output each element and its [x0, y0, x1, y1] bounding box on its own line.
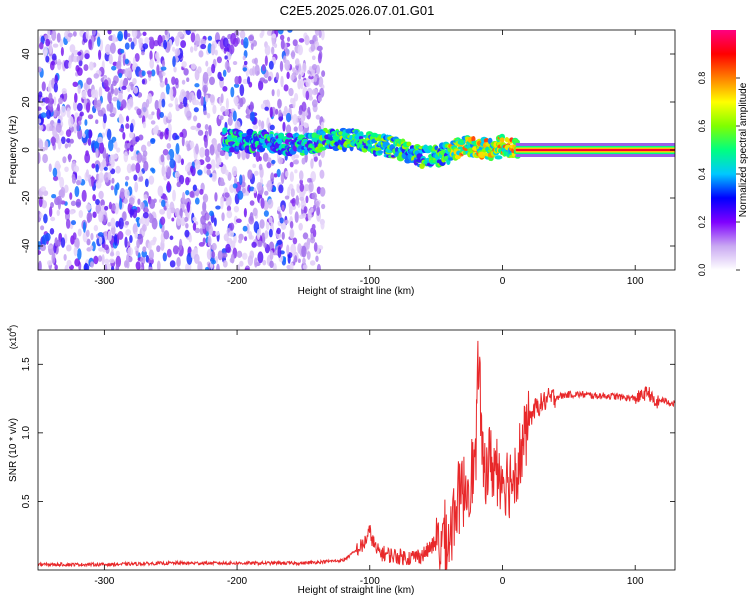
spectrogram-y-tick-label: 40 [21, 48, 32, 60]
svg-text:(x104): (x104) [7, 325, 18, 349]
spectrogram-y-tick-label: -20 [21, 190, 32, 205]
snr-y-tick-label: 1.0 [21, 425, 32, 439]
chart-title: C2E5.2025.026.07.01.G01 [280, 3, 435, 18]
colorbar-tick-label: 0.4 [697, 168, 707, 181]
spectrogram-x-tick-label: 100 [627, 276, 644, 287]
snr-y-axis-label: SNR (10 * v/v) [8, 418, 19, 482]
snr-series-line [38, 340, 675, 570]
snr-x-tick-label: 100 [627, 576, 644, 587]
spectrogram-y-axis-label: Frequency (Hz) [8, 116, 19, 185]
spectrogram-heatmap [38, 30, 675, 270]
spectrogram-x-axis-label: Height of straight line (km) [298, 286, 415, 297]
colorbar-label: Normalized spectral amplitude [738, 82, 749, 217]
colorbar-tick-label: 0.0 [697, 264, 707, 277]
spectrogram-y-tick-label: 0 [21, 147, 32, 153]
snr-x-axis-label: Height of straight line (km) [298, 585, 415, 596]
spectrogram-y-tick-label: 20 [21, 96, 32, 108]
colorbar-tick-label: 0.6 [697, 120, 707, 133]
colorbar: 0.0 0.2 0.4 0.6 0.8 Normalized spectral ampl… [697, 30, 749, 276]
snr-y-multiplier-exp: 4 [7, 328, 14, 332]
colorbar-ticks: 0.0 0.2 0.4 0.6 0.8 [697, 72, 740, 277]
spectrogram-y-tick-label: -40 [21, 238, 32, 253]
snr-y-multiplier-base: (x10 [8, 332, 18, 350]
colorbar-gradient [711, 30, 736, 270]
spectrogram-x-tick-label: 0 [500, 276, 506, 287]
spectrogram-y-ticks: 40 20 0 -20 -40 [21, 48, 675, 253]
snr-y-tick-label: 1.5 [21, 357, 32, 371]
snr-x-tick-label: -100 [360, 576, 380, 587]
snr-x-tick-label: -200 [227, 576, 247, 587]
snr-y-ticks: 0.5 1.0 1.5 [21, 357, 675, 508]
spectrogram-x-tick-label: -300 [94, 276, 114, 287]
spectrogram-x-tick-label: -200 [227, 276, 247, 287]
snr-x-ticks: -300 -200 -100 0 100 [94, 330, 644, 587]
colorbar-tick-label: 0.8 [697, 72, 707, 85]
spectrogram-panel: -300 -200 -100 0 100 40 20 0 -20 -40 Height of s… [8, 29, 676, 297]
snr-x-tick-label: -300 [94, 576, 114, 587]
snr-y-tick-label: 0.5 [21, 494, 32, 508]
snr-panel: -300 -200 -100 0 100 0.5 1.0 1.5 Height of str… [7, 325, 676, 596]
snr-x-tick-label: 0 [500, 576, 506, 587]
snr-plot-frame [37, 329, 676, 571]
spectrogram-x-ticks: -300 -200 -100 0 100 [94, 30, 644, 287]
snr-y-multiplier: (x104) [7, 325, 18, 349]
spectrogram-x-tick-label: -100 [360, 276, 380, 287]
colorbar-tick-label: 0.2 [697, 216, 707, 229]
